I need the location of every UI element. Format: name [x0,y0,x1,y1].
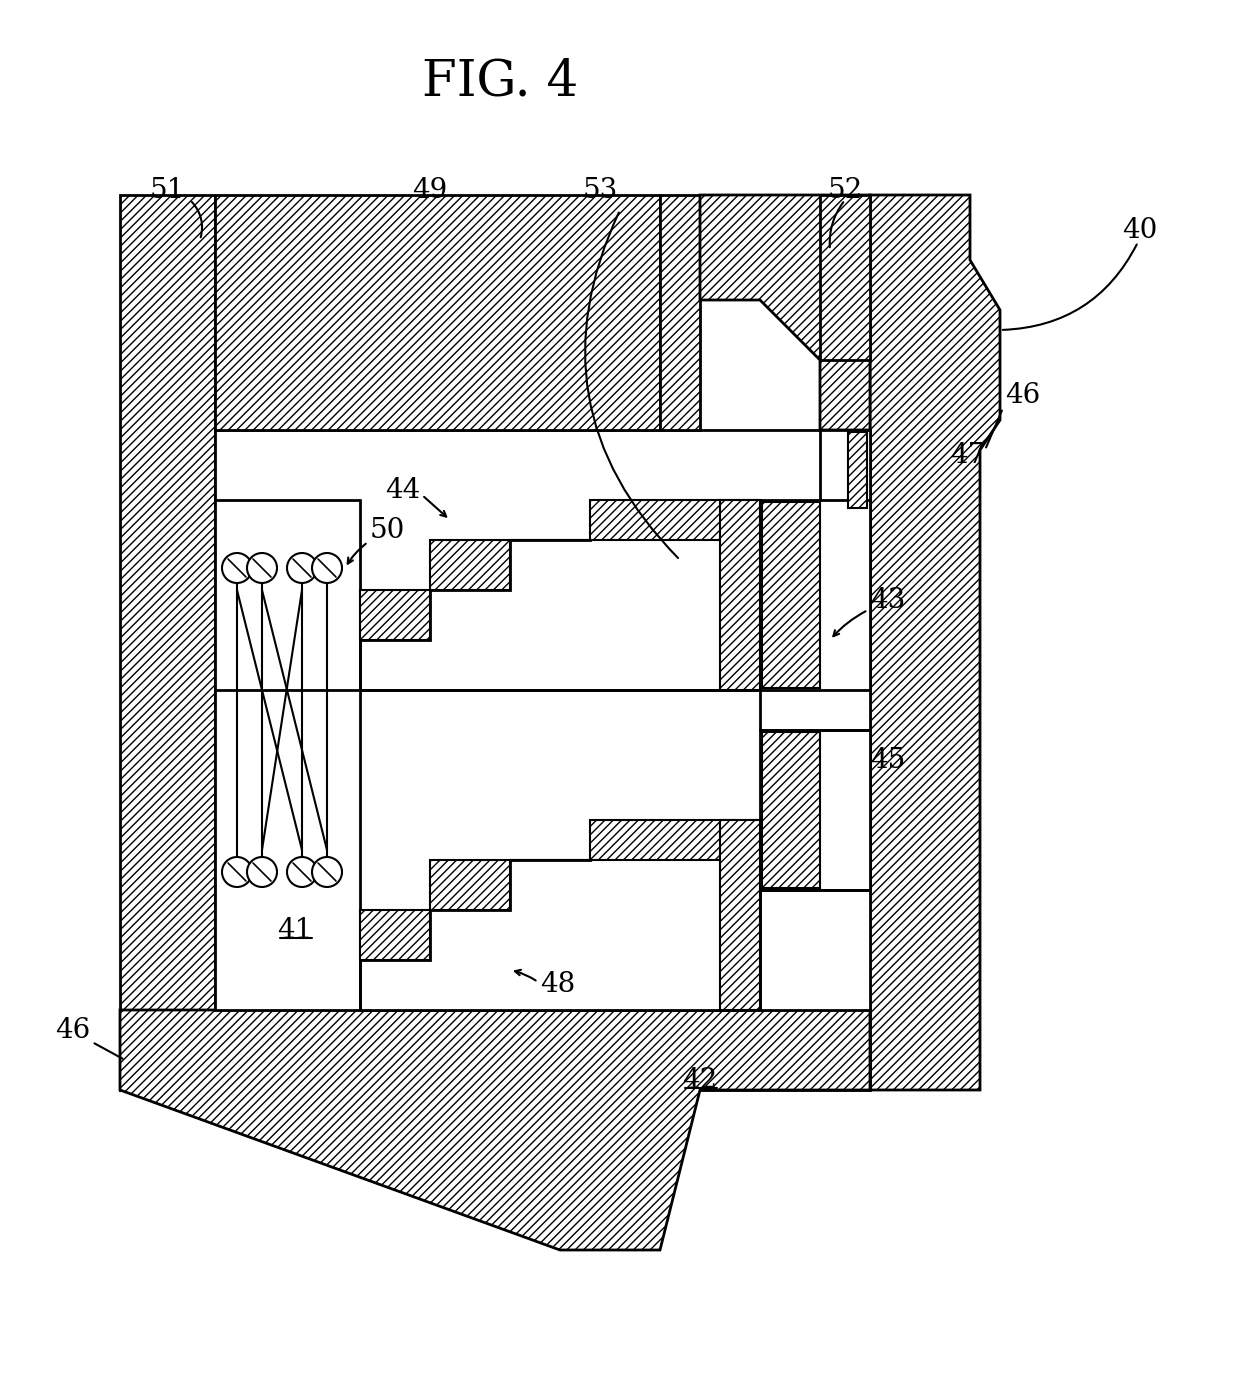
Polygon shape [763,732,820,888]
Polygon shape [701,195,870,430]
Text: 46: 46 [1004,381,1040,408]
Polygon shape [820,430,870,510]
Circle shape [222,857,252,887]
Polygon shape [763,502,820,688]
Polygon shape [510,500,760,540]
Polygon shape [720,820,760,1011]
Circle shape [286,553,317,583]
Polygon shape [870,195,999,1090]
Polygon shape [760,730,870,890]
Polygon shape [430,859,510,910]
Circle shape [286,857,317,887]
Text: 47: 47 [950,441,986,469]
Circle shape [247,857,277,887]
Polygon shape [120,1011,870,1090]
Text: 45: 45 [870,747,905,774]
Text: 49: 49 [413,176,448,204]
Polygon shape [430,540,510,590]
Polygon shape [360,820,760,1011]
Circle shape [312,553,342,583]
Text: 52: 52 [827,176,863,204]
Polygon shape [120,1011,870,1250]
Polygon shape [760,500,870,690]
Text: 41: 41 [278,917,312,943]
Polygon shape [215,430,870,1011]
Text: 50: 50 [370,517,405,543]
Text: 43: 43 [870,587,905,613]
Polygon shape [510,820,760,859]
Polygon shape [848,432,867,507]
Text: 51: 51 [150,176,185,204]
Text: 42: 42 [682,1067,718,1093]
Text: 53: 53 [583,176,618,204]
Polygon shape [820,195,870,360]
Polygon shape [120,195,215,1090]
Text: FIG. 4: FIG. 4 [422,58,578,107]
Text: 40: 40 [1122,216,1158,243]
Circle shape [222,553,252,583]
Text: 46: 46 [55,1016,91,1044]
Polygon shape [720,500,760,690]
Polygon shape [360,590,430,639]
Circle shape [247,553,277,583]
Text: 48: 48 [539,972,575,998]
Text: 44: 44 [384,477,420,503]
Polygon shape [660,195,701,430]
Polygon shape [360,500,760,690]
Polygon shape [215,195,660,430]
Circle shape [312,857,342,887]
Polygon shape [360,910,430,960]
